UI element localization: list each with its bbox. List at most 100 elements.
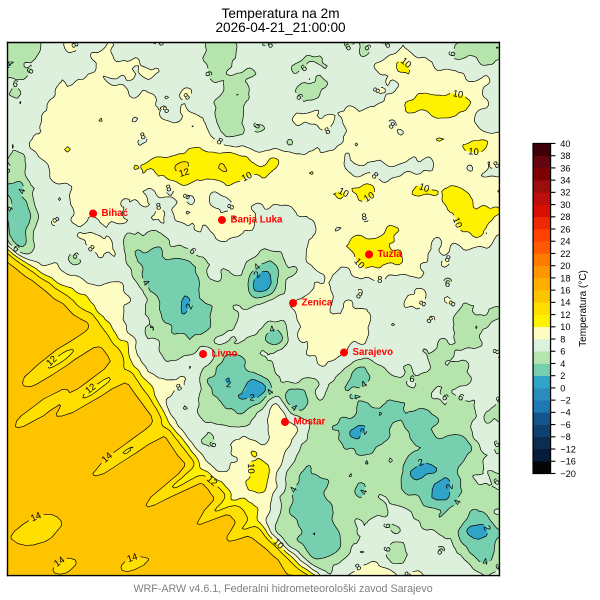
svg-text:28: 28 [560,212,570,222]
svg-text:14: 14 [560,298,570,308]
svg-text:10: 10 [452,88,464,101]
svg-text:8: 8 [161,104,172,116]
svg-text:8: 8 [353,290,364,302]
svg-text:4: 4 [16,187,28,195]
svg-text:8: 8 [225,202,237,212]
svg-text:8: 8 [386,120,396,132]
svg-text:6: 6 [409,374,416,386]
svg-text:12: 12 [178,166,191,179]
svg-text:0: 0 [560,383,565,393]
svg-text:8: 8 [49,215,61,225]
svg-text:40: 40 [560,139,570,149]
svg-text:10: 10 [336,186,350,201]
svg-text:−12: −12 [560,444,576,454]
svg-text:−2: −2 [560,395,570,405]
svg-text:2: 2 [560,371,565,381]
svg-text:6: 6 [10,243,21,255]
svg-text:26: 26 [560,224,570,234]
svg-text:8: 8 [182,91,193,103]
svg-text:10: 10 [468,146,479,158]
svg-text:Livno: Livno [212,349,238,360]
svg-text:4: 4 [452,498,464,507]
svg-text:20: 20 [560,261,570,271]
svg-text:6: 6 [12,78,19,90]
svg-text:−6: −6 [560,420,570,430]
svg-text:8: 8 [361,212,368,224]
svg-text:8: 8 [371,86,383,96]
svg-text:8: 8 [443,253,452,265]
svg-text:34: 34 [560,175,570,185]
svg-text:−4: −4 [560,408,570,418]
svg-text:10: 10 [560,322,570,332]
svg-text:14: 14 [126,551,139,565]
svg-text:8: 8 [165,183,173,195]
svg-text:6: 6 [491,476,502,488]
svg-text:8: 8 [369,170,380,182]
svg-text:Tuzla: Tuzla [377,249,402,260]
svg-text:2: 2 [226,379,232,390]
svg-text:8: 8 [68,41,80,50]
svg-text:10: 10 [450,216,464,230]
svg-text:Temperatura na 2m: Temperatura na 2m [222,6,340,21]
svg-text:6: 6 [25,66,37,76]
svg-text:2: 2 [481,524,493,533]
svg-text:6: 6 [382,546,394,554]
svg-text:8: 8 [377,275,382,286]
svg-text:4: 4 [560,359,565,369]
svg-text:2: 2 [252,269,263,281]
svg-text:18: 18 [560,273,570,283]
svg-text:10: 10 [240,170,254,185]
svg-text:6: 6 [267,39,273,50]
svg-text:24: 24 [560,237,570,247]
svg-text:4: 4 [4,58,16,68]
svg-text:WRF-ARW v4.6.1, Federalni hidr: WRF-ARW v4.6.1, Federalni hidrometeorolo… [133,583,432,595]
svg-text:4: 4 [482,557,489,569]
svg-text:6: 6 [444,279,450,291]
svg-text:4: 4 [288,485,300,495]
svg-text:2: 2 [417,457,425,469]
svg-text:6: 6 [293,92,305,103]
svg-text:6: 6 [251,121,263,131]
svg-text:4: 4 [268,324,277,336]
svg-text:36: 36 [560,163,570,173]
svg-text:6: 6 [343,42,353,54]
svg-text:−8: −8 [560,432,570,442]
svg-text:4: 4 [359,379,370,391]
svg-text:8: 8 [402,570,414,581]
svg-text:Mostar: Mostar [293,417,325,428]
svg-text:2: 2 [249,393,255,404]
svg-text:14: 14 [29,510,43,524]
svg-text:30: 30 [560,200,570,210]
svg-text:6: 6 [434,546,445,558]
svg-text:12: 12 [560,310,570,320]
svg-text:6: 6 [187,246,199,257]
svg-text:Temperatura (°C): Temperatura (°C) [578,270,589,347]
svg-text:8: 8 [491,348,503,356]
svg-text:6: 6 [70,250,81,262]
svg-text:6: 6 [447,50,459,57]
svg-text:32: 32 [560,188,570,198]
svg-text:Sarajevo: Sarajevo [353,347,394,358]
svg-text:10: 10 [362,190,377,205]
svg-text:−16: −16 [560,457,576,467]
svg-text:4: 4 [4,204,16,214]
svg-text:4: 4 [358,488,370,496]
svg-text:6: 6 [382,522,394,529]
svg-text:6: 6 [299,63,310,75]
svg-text:6: 6 [383,39,391,51]
svg-text:8: 8 [560,334,565,344]
svg-text:8: 8 [181,192,193,201]
svg-text:6: 6 [560,347,565,357]
svg-text:8: 8 [214,136,225,148]
svg-text:14: 14 [52,555,67,570]
svg-text:Banja Luka: Banja Luka [231,215,283,226]
svg-text:6: 6 [2,165,14,176]
svg-text:6: 6 [494,395,505,407]
svg-text:38: 38 [560,151,570,161]
svg-text:10: 10 [417,181,430,195]
svg-text:8: 8 [85,243,96,255]
svg-text:2: 2 [184,302,196,311]
svg-text:16: 16 [560,285,570,295]
svg-text:8: 8 [139,130,148,142]
svg-text:4: 4 [264,387,276,398]
